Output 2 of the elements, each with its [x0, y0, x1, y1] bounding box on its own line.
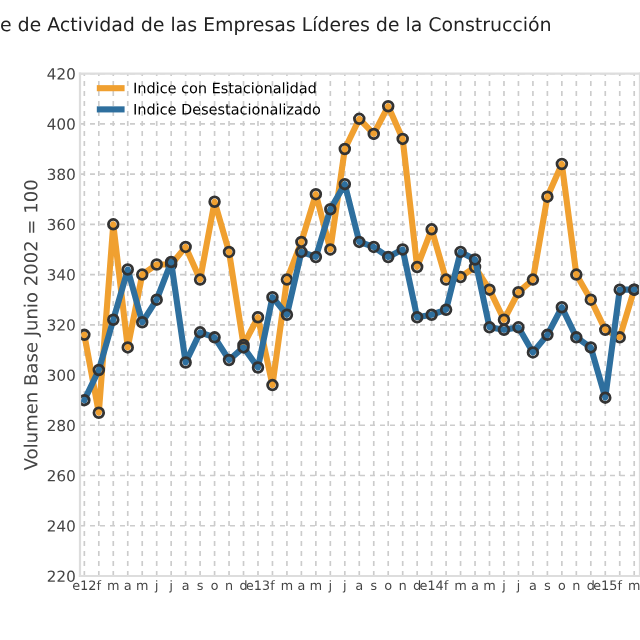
y-axis-title: Volumen Base Junio 2002 = 100 — [23, 180, 41, 471]
chart-title: e de Actividad de las Empresas Líderes de la Construcción — [1, 16, 550, 36]
